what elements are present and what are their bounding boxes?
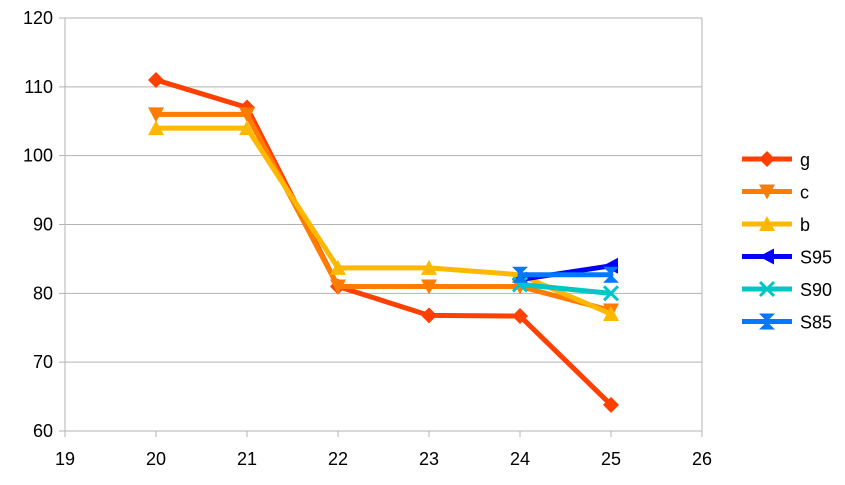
axes: 60 70 80 90 100 110 120 19 20 21 22 23 24 25 26 (23, 8, 712, 469)
series-line (517, 281, 614, 296)
x-tick-label: 22 (328, 449, 348, 469)
legend-marker (759, 216, 775, 231)
series-line (153, 125, 614, 317)
data-point (148, 71, 164, 88)
data-point (603, 396, 619, 413)
legend-marker (759, 184, 775, 200)
series-line (153, 77, 614, 408)
legend-label: S90 (800, 280, 832, 300)
data-point (148, 120, 164, 136)
legend: gcb S95 S90 S85 (742, 150, 832, 333)
data-point (512, 308, 528, 325)
legend-marker (759, 151, 775, 167)
y-tick-label: 70 (33, 352, 53, 372)
series-group (148, 71, 620, 413)
legend-item-b: b (742, 215, 810, 235)
x-tick-label: 20 (146, 449, 166, 469)
x-tick-label: 23 (419, 449, 439, 469)
series-line (153, 111, 614, 314)
y-tick-label: 110 (24, 77, 53, 97)
legend-label: S85 (800, 313, 832, 333)
x-tick-label: 19 (55, 449, 75, 469)
y-tick-label: 120 (23, 8, 53, 28)
series-b (148, 120, 619, 321)
data-point (421, 279, 437, 295)
legend-marker (758, 280, 776, 298)
marker-stroke (758, 280, 776, 298)
legend-label: g (800, 150, 810, 170)
gridlines (59, 17, 702, 432)
data-point (603, 305, 619, 321)
x-tick-label: 24 (510, 449, 530, 469)
legend-item-g: g (742, 150, 810, 170)
legend-marker (759, 248, 774, 265)
y-tick-label: 80 (33, 283, 53, 303)
data-point (239, 107, 255, 123)
legend-marker (759, 313, 775, 330)
data-point (512, 266, 528, 283)
legend-label: c (800, 183, 809, 203)
y-tick-label: 100 (23, 146, 53, 166)
legend-label: b (800, 215, 810, 235)
data-point (421, 259, 437, 275)
data-point (148, 107, 164, 123)
legend-item-s90: S90 (742, 280, 832, 300)
y-tick-label: 60 (33, 421, 53, 441)
marker-stroke (602, 285, 620, 302)
data-point (330, 279, 346, 295)
legend-label: S95 (800, 248, 832, 268)
legend-item-s85: S85 (742, 313, 832, 333)
data-point (421, 307, 437, 324)
x-tick-label: 26 (692, 449, 712, 469)
data-point (603, 266, 619, 283)
legend-item-s95: S95 (742, 248, 832, 268)
data-point (330, 259, 346, 275)
data-point (602, 285, 620, 302)
y-tick-label: 90 (33, 215, 53, 235)
series-s85 (512, 266, 619, 283)
x-tick-label: 21 (237, 449, 257, 469)
legend-item-c: c (742, 183, 809, 203)
x-tick-label: 25 (601, 449, 621, 469)
data-point (239, 120, 255, 136)
